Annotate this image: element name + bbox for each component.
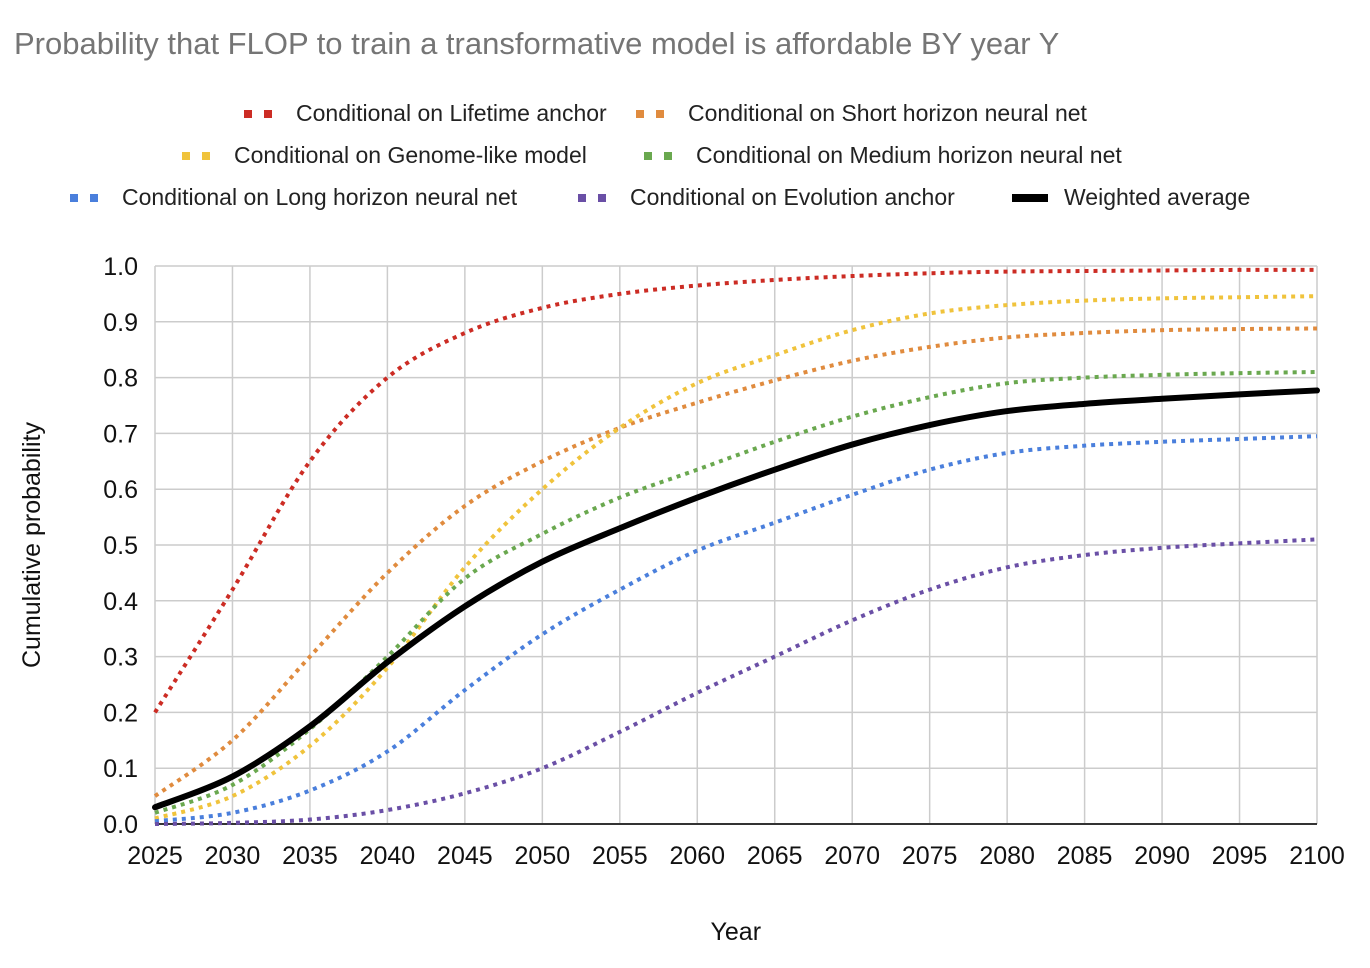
y-tick-label: 1.0 bbox=[103, 253, 138, 281]
x-axis-label: Year bbox=[710, 918, 762, 946]
legend-label: Conditional on Genome-like model bbox=[234, 142, 587, 168]
series-line-conditional-on-evolution-anchor bbox=[154, 537, 1318, 826]
x-tick-label: 2030 bbox=[205, 842, 261, 870]
y-tick-label: 0.8 bbox=[103, 365, 138, 393]
y-tick-label: 0.9 bbox=[103, 309, 138, 337]
legend-label: Conditional on Medium horizon neural net bbox=[696, 142, 1122, 168]
y-axis-label: Cumulative probability bbox=[18, 422, 46, 668]
y-tick-label: 0.3 bbox=[103, 644, 138, 672]
y-tick-label: 0.7 bbox=[103, 420, 138, 448]
y-tick-label: 0.6 bbox=[103, 476, 138, 504]
legend-swatch bbox=[70, 193, 106, 202]
legend-swatch bbox=[182, 151, 218, 160]
x-tick-label: 2040 bbox=[360, 842, 416, 870]
x-tick-label: 2090 bbox=[1134, 842, 1190, 870]
series-line-conditional-on-genome-like-model bbox=[154, 294, 1318, 821]
x-tick-label: 2055 bbox=[592, 842, 648, 870]
legend-item: Conditional on Evolution anchor bbox=[578, 184, 955, 211]
y-tick-label: 0.1 bbox=[103, 755, 138, 783]
legend-swatch bbox=[244, 109, 280, 118]
legend-label: Weighted average bbox=[1064, 184, 1251, 210]
y-tick-label: 0.2 bbox=[103, 699, 138, 727]
x-tick-label: 2035 bbox=[282, 842, 338, 870]
legend-swatch bbox=[644, 151, 680, 160]
legend-label: Conditional on Long horizon neural net bbox=[122, 184, 518, 210]
y-tick-label: 0.4 bbox=[103, 588, 138, 616]
x-tick-label: 2060 bbox=[669, 842, 725, 870]
series-line-conditional-on-long-horizon-neural-net bbox=[154, 434, 1318, 824]
x-tick-label: 2045 bbox=[437, 842, 493, 870]
x-tick-label: 2095 bbox=[1212, 842, 1268, 870]
x-tick-label: 2075 bbox=[902, 842, 958, 870]
legend-item: Weighted average bbox=[1012, 184, 1250, 211]
x-tick-label: 2070 bbox=[824, 842, 880, 870]
legend-swatch bbox=[636, 109, 672, 118]
series-line-weighted-average bbox=[152, 387, 1320, 811]
x-tick-label: 2085 bbox=[1057, 842, 1113, 870]
x-tick-label: 2080 bbox=[979, 842, 1035, 870]
x-tick-label: 2050 bbox=[515, 842, 571, 870]
series-line-conditional-on-short-horizon-neural-net bbox=[153, 326, 1318, 798]
legend-item: Conditional on Medium horizon neural net bbox=[644, 142, 1122, 169]
legend-swatch bbox=[578, 193, 614, 202]
chart-title: Probability that FLOP to train a transfo… bbox=[14, 26, 1060, 61]
x-tick-label: 2065 bbox=[747, 842, 803, 870]
x-tick-label: 2025 bbox=[127, 842, 183, 870]
legend-label: Conditional on Evolution anchor bbox=[630, 184, 955, 210]
legend-swatch bbox=[1012, 193, 1048, 202]
legend-item: Conditional on Short horizon neural net bbox=[636, 100, 1087, 127]
x-tick-label: 2100 bbox=[1289, 842, 1345, 870]
legend-item: Conditional on Genome-like model bbox=[182, 142, 587, 169]
legend-label: Conditional on Short horizon neural net bbox=[688, 100, 1087, 126]
y-tick-label: 0.0 bbox=[103, 811, 138, 839]
series-line-conditional-on-lifetime-anchor bbox=[153, 267, 1318, 714]
legend-item: Conditional on Lifetime anchor bbox=[244, 100, 607, 127]
legend-item: Conditional on Long horizon neural net bbox=[70, 184, 517, 211]
y-tick-label: 0.5 bbox=[103, 532, 138, 560]
legend-label: Conditional on Lifetime anchor bbox=[296, 100, 607, 126]
